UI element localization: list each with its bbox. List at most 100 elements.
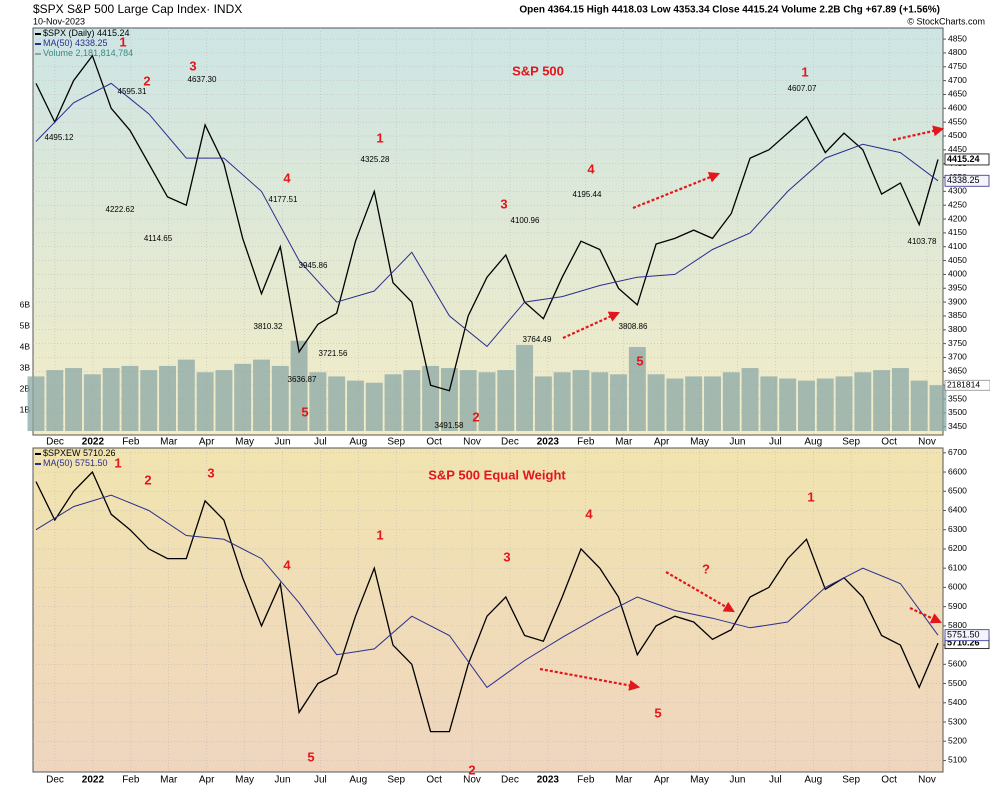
legend-value: 5751.50 xyxy=(75,458,108,468)
y-tick-label: 4800 xyxy=(948,47,967,57)
last-value-box xyxy=(944,629,990,642)
y-tick-label: 4850 xyxy=(948,33,967,43)
y-tick-label: 3800 xyxy=(948,324,967,334)
x-tick-label: Apr xyxy=(199,437,215,448)
volume-bar xyxy=(253,359,270,431)
volume-bar xyxy=(760,376,778,431)
x-tick-label: Sep xyxy=(842,437,860,448)
legend-value: 4415.24 xyxy=(97,28,130,38)
wave-label: ? xyxy=(702,561,710,576)
y-tick-label: 5600 xyxy=(948,659,967,669)
y-tick-label: 5800 xyxy=(948,620,967,630)
y-tick-label: 4650 xyxy=(948,89,967,99)
legend-entry: $SPX (Daily) 4415.24 xyxy=(43,28,130,38)
y-tick-label: 4600 xyxy=(948,103,967,113)
volume-bar xyxy=(910,380,928,431)
plot-layer: Dec 2022 Feb Mar Apr May Jun Jul Aug Sep Oct Nov Dec… xyxy=(20,28,990,786)
volume-bar xyxy=(459,370,477,431)
y-tick-label: 3500 xyxy=(948,407,967,417)
legend-name: MA(50) xyxy=(43,38,73,48)
arrow xyxy=(909,607,942,624)
x-tick-label: Jun xyxy=(729,775,745,786)
x-tick-label: Jul xyxy=(314,775,327,786)
volume-bar xyxy=(384,374,402,431)
wave-label: 1 xyxy=(114,455,121,470)
y-tick-label: 5900 xyxy=(948,601,967,611)
volume-bar xyxy=(403,370,421,431)
legend-entry: Volume 2,181,814,784 xyxy=(43,48,133,58)
y-tick-label: 4750 xyxy=(948,61,967,71)
y-tick-label: 3950 xyxy=(948,283,967,293)
x-tick-label: Nov xyxy=(463,775,481,786)
y-tick-label: 6200 xyxy=(948,543,967,553)
last-value-box xyxy=(944,153,990,166)
y-tick-label: 6000 xyxy=(948,582,967,592)
volume-bar xyxy=(365,382,383,431)
wave-label: 4 xyxy=(283,170,291,185)
x-tick-label: May xyxy=(690,775,709,786)
y2-tick-label: 6B xyxy=(20,299,31,309)
legend-name: $SPX (Daily) xyxy=(43,28,95,38)
y2-tick-label: 1B xyxy=(20,404,31,414)
wave-label: 5 xyxy=(307,749,314,764)
x-tick-label: Apr xyxy=(199,775,215,786)
volume-bar xyxy=(798,380,815,431)
legend-name: Volume xyxy=(43,48,73,58)
volume-bar xyxy=(271,365,289,431)
y-tick-label: 5500 xyxy=(948,678,967,688)
legend-entry: $SPXEW 5710.26 xyxy=(43,448,116,458)
volume-bar xyxy=(704,376,721,431)
x-tick-label: Dec xyxy=(501,437,519,448)
y-tick-label: 4100 xyxy=(948,241,967,251)
price-label: 4637.30 xyxy=(188,75,217,84)
x-tick-label: Feb xyxy=(122,437,140,448)
volume-bar xyxy=(290,340,308,431)
wave-label: 1 xyxy=(376,130,383,145)
arrow xyxy=(539,667,641,691)
price-line xyxy=(35,54,939,392)
volume-bar xyxy=(835,376,853,431)
y-tick-label: 5400 xyxy=(948,697,967,707)
volume-bar xyxy=(647,374,665,431)
x-tick-label: Oct xyxy=(881,775,897,786)
y-tick-label: 4000 xyxy=(948,269,967,279)
wave-label: 2 xyxy=(472,409,479,424)
x-tick-label: Dec xyxy=(46,775,64,786)
volume-bar xyxy=(196,372,214,431)
y-tick-label: 6300 xyxy=(948,524,967,534)
volume-bar xyxy=(628,347,646,431)
panel-background xyxy=(32,447,944,773)
price-label: 4325.28 xyxy=(361,155,390,164)
volume-bar xyxy=(929,385,947,431)
price-label: 3945.86 xyxy=(299,261,328,270)
price-label: 4100.96 xyxy=(511,216,540,225)
volume-bar xyxy=(83,374,101,431)
y-tick-label: 3750 xyxy=(948,338,967,348)
price-label: 3808.86 xyxy=(619,322,648,331)
volume-bar xyxy=(177,359,195,431)
volume-bar xyxy=(685,376,703,431)
header-quote: Open 4364.15 High 4418.03 Low 4353.34 Cl… xyxy=(519,5,940,16)
price-label: 4114.65 xyxy=(144,234,173,243)
y-tick-label: 3900 xyxy=(948,296,967,306)
legend-entry: MA(50) 4338.25 xyxy=(43,38,108,48)
ma-line xyxy=(35,494,939,689)
trend-arrows xyxy=(539,125,945,691)
wave-label: 1 xyxy=(807,489,814,504)
y-tick-label: 4300 xyxy=(948,186,967,196)
legend-value: 4338.25 xyxy=(75,38,108,48)
x-tick-label: Aug xyxy=(804,437,822,448)
legend-name: $SPXEW xyxy=(43,448,81,458)
wave-label: 3 xyxy=(189,58,196,73)
x-tick-label: Aug xyxy=(349,775,367,786)
x-tick-label: Oct xyxy=(881,437,897,448)
wave-label: 1 xyxy=(119,34,126,49)
arrow xyxy=(562,311,621,340)
price-line xyxy=(35,470,939,733)
x-tick-label: Aug xyxy=(804,775,822,786)
x-tick-label: Mar xyxy=(160,775,178,786)
x-tick-label: Jun xyxy=(729,437,745,448)
price-label: 4595.31 xyxy=(118,87,147,96)
wave-label: 5 xyxy=(654,705,661,720)
price-label: 4103.78 xyxy=(908,237,937,246)
